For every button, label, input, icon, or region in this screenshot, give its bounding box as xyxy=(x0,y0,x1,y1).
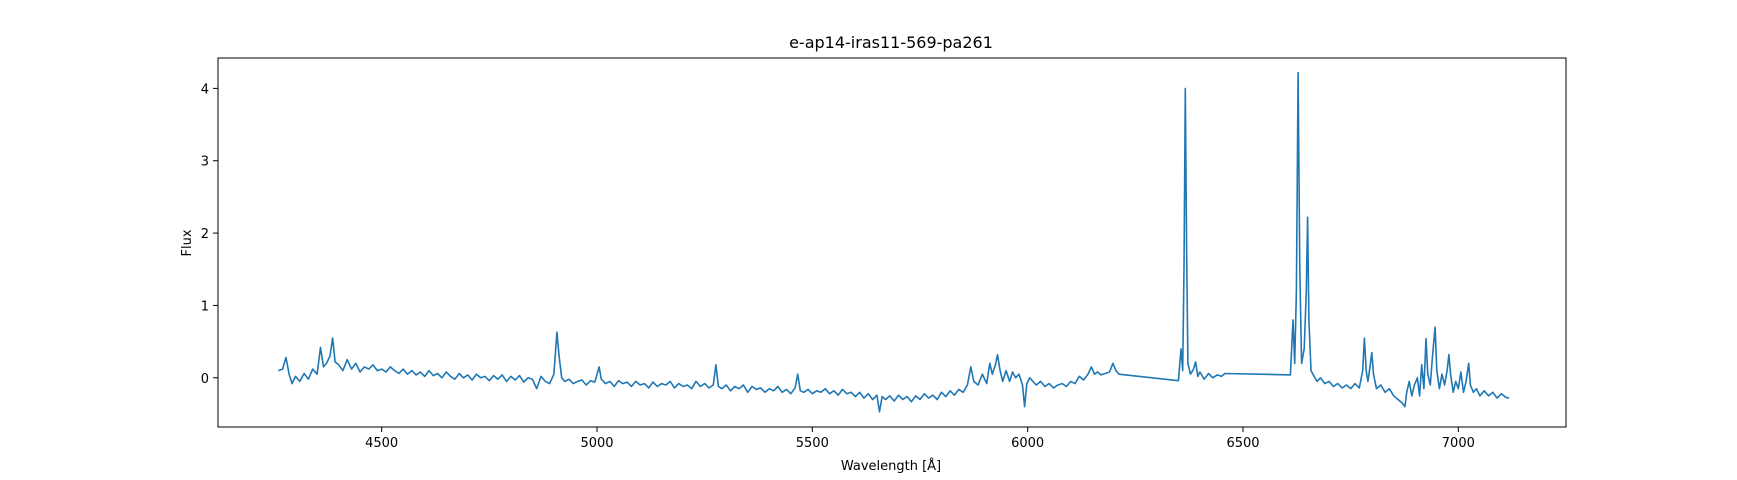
x-tick-label: 4500 xyxy=(365,436,398,451)
x-tick-label: 6000 xyxy=(1011,436,1044,451)
y-tick-label: 2 xyxy=(201,227,209,242)
x-tick-label: 5500 xyxy=(796,436,829,451)
x-tick-label: 7000 xyxy=(1442,436,1475,451)
y-tick-label: 0 xyxy=(201,372,209,387)
x-axis-ticks: 4500 5000 5500 6000 6500 7000 xyxy=(365,427,1475,451)
y-tick-label: 4 xyxy=(201,82,209,97)
x-axis-label: Wavelength [Å] xyxy=(841,458,941,474)
x-tick-label: 5000 xyxy=(580,436,613,451)
chart-title: e-ap14-iras11-569-pa261 xyxy=(789,33,993,52)
flux-series-line xyxy=(278,71,1510,413)
y-tick-label: 3 xyxy=(201,155,209,170)
plot-area xyxy=(217,57,1567,428)
y-tick-label: 1 xyxy=(201,299,209,314)
y-axis-ticks: 0 1 2 3 4 xyxy=(201,82,218,387)
axes-frame xyxy=(217,57,1567,428)
x-tick-label: 6500 xyxy=(1226,436,1259,451)
y-axis-label: Flux xyxy=(180,229,195,256)
